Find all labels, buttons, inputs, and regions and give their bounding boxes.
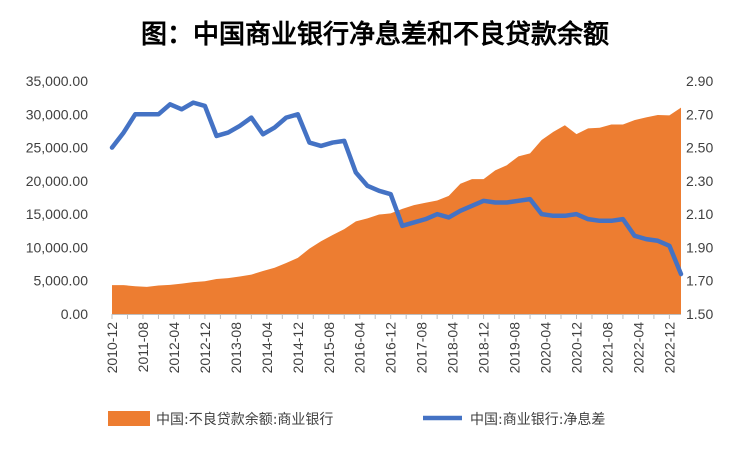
x-tick-label: 2011-08 [135,322,151,373]
x-tick-label: 2014-04 [259,322,275,374]
x-tick-label: 2022-12 [661,322,677,374]
left-y-tick-label: 0.00 [61,306,88,322]
legend: 中国:不良贷款余额:商业银行 中国:商业银行:净息差 [108,411,605,428]
left-y-tick-label: 25,000.00 [26,140,88,156]
right-y-tick-label: 1.90 [686,239,713,255]
x-tick-label: 2017-08 [414,322,430,374]
right-y-tick-label: 1.70 [686,273,713,289]
right-y-tick-label: 2.70 [686,106,713,122]
x-tick-label: 2018-04 [445,322,461,374]
left-y-tick-label: 35,000.00 [26,73,88,89]
x-tick-label: 2016-04 [352,322,368,374]
x-tick-label: 2021-08 [599,322,615,374]
x-tick-label: 2018-12 [476,322,492,374]
legend-swatch-npl [108,411,150,426]
left-y-tick-label: 15,000.00 [26,206,88,222]
npl-area-series [112,107,681,314]
x-axis [111,314,681,319]
nim-line-series [109,100,684,277]
npl-area [112,107,681,314]
nim-line [109,100,684,277]
x-tick-label: 2012-04 [166,322,182,374]
x-tick-label: 2012-12 [197,322,213,374]
right-y-tick-label: 2.50 [686,140,713,156]
chart-title: 图：中国商业银行净息差和不良贷款余额 [140,20,609,50]
x-tick-label: 2015-08 [321,322,337,374]
x-tick-label: 2016-12 [383,322,399,374]
x-tick-label: 2020-04 [538,322,554,374]
x-tick-label: 2020-12 [568,322,584,374]
x-tick-label: 2013-08 [228,322,244,374]
x-tick-label: 2010-12 [104,322,120,374]
x-tick-label: 2014-12 [290,322,306,374]
legend-label-npl: 中国:不良贷款余额:商业银行 [156,411,333,428]
x-axis-labels: 2010-12 2011-08 2012-04 2012-12 2013-08 2014-… [104,322,677,374]
x-tick-label: 2019-08 [507,322,523,374]
right-y-tick-label: 1.50 [686,306,713,322]
left-y-tick-label: 20,000.00 [26,173,88,189]
left-y-tick-label: 30,000.00 [26,106,88,122]
right-y-axis: 1.50 1.70 1.90 2.10 2.30 2.50 2.70 2.90 [686,73,713,322]
left-y-axis: 0.00 5,000.00 10,000.00 15,000.00 20,000.00 2… [26,73,89,322]
left-y-tick-label: 10,000.00 [26,239,88,255]
left-y-tick-label: 5,000.00 [34,273,89,289]
x-tick-label: 2022-04 [630,322,646,374]
right-y-tick-label: 2.30 [686,173,713,189]
right-y-tick-label: 2.10 [686,206,713,222]
legend-label-nim: 中国:商业银行:净息差 [470,411,605,428]
right-y-tick-label: 2.90 [686,73,713,89]
